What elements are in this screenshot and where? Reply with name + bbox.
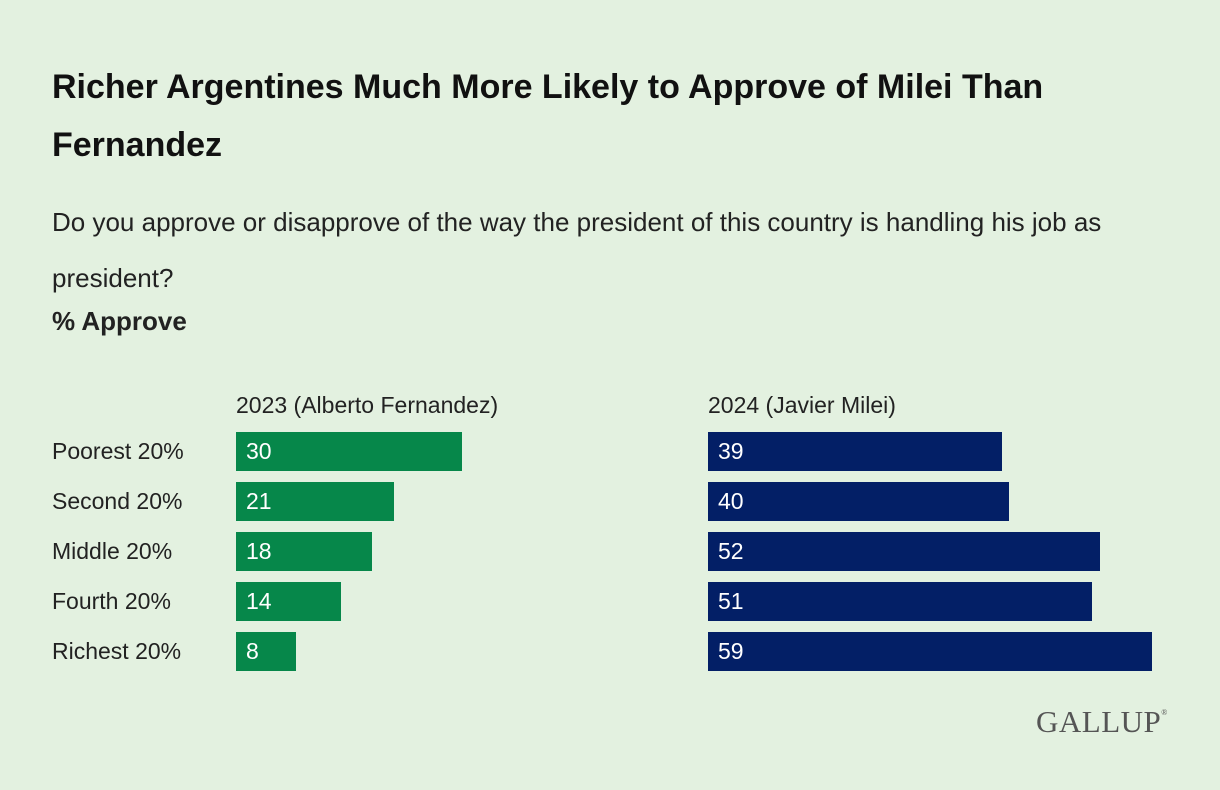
- panel-title-2024: 2024 (Javier Milei): [708, 392, 896, 418]
- data-label: 59: [718, 638, 744, 664]
- panel-title-2023: 2023 (Alberto Fernandez): [236, 392, 499, 418]
- data-label: 14: [246, 588, 272, 614]
- category-label: Richest 20%: [52, 638, 182, 664]
- category-label: Middle 20%: [52, 538, 173, 564]
- bar-2023: 18: [236, 532, 372, 571]
- category-label: Fourth 20%: [52, 588, 171, 614]
- category-label: Second 20%: [52, 488, 183, 514]
- data-label: 18: [246, 538, 272, 564]
- data-label: 21: [246, 488, 272, 514]
- bar-2024: 52: [708, 532, 1100, 571]
- data-label: 51: [718, 588, 744, 614]
- data-label: 8: [246, 638, 259, 664]
- gallup-logo: GALLUP®: [1036, 704, 1168, 739]
- data-label: 52: [718, 538, 744, 564]
- bar-2024: 40: [708, 482, 1010, 521]
- category-label: Poorest 20%: [52, 438, 184, 464]
- chart-subtitle: Do you approve or disapprove of the way …: [52, 207, 1102, 293]
- bar-2023: 30: [236, 432, 462, 471]
- bar-2023: 8: [236, 632, 297, 671]
- data-label: 39: [718, 438, 744, 464]
- measure-label: % Approve: [52, 306, 187, 336]
- bar-2024: 39: [708, 432, 1002, 471]
- bar-2023: 14: [236, 582, 342, 621]
- bar-2024: 51: [708, 582, 1093, 621]
- data-label: 30: [246, 438, 272, 464]
- bar-2024: 59: [708, 632, 1153, 671]
- chart-title: Richer Argentines Much More Likely to Ap…: [52, 68, 1044, 164]
- bar-2023: 21: [236, 482, 395, 521]
- data-label: 40: [718, 488, 744, 514]
